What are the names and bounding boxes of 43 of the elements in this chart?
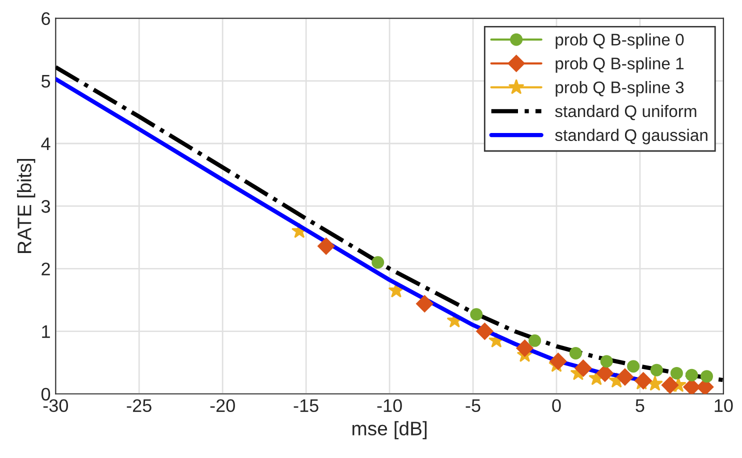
legend-label: standard Q gaussian — [555, 128, 708, 144]
legend-label: prob Q B-spline 3 — [556, 81, 684, 97]
legend-label: standard Q uniform — [555, 104, 696, 120]
x-tick-label: -20 — [210, 399, 235, 412]
point — [528, 334, 542, 347]
point — [516, 340, 534, 357]
point — [650, 364, 663, 376]
y-tick-label: 5 — [41, 75, 50, 88]
point — [574, 360, 592, 377]
point — [685, 368, 698, 382]
point — [318, 238, 335, 255]
y-tick-label: 6 — [42, 12, 50, 26]
x-tick-label: -15 — [294, 399, 318, 412]
point — [661, 376, 679, 394]
point — [416, 295, 434, 312]
y-tick-label: 1 — [42, 325, 50, 338]
y-tick-label: 3 — [41, 200, 50, 213]
x-tick-label: -5 — [466, 399, 480, 412]
y-tick-label: 0 — [41, 388, 50, 401]
point — [670, 366, 683, 380]
point — [372, 256, 384, 269]
point — [596, 364, 614, 382]
legend-label: prob Q B-spline 0 — [556, 33, 684, 49]
x-axis-title: mse [dB] — [352, 421, 427, 440]
y-axis-title: RATE [bits] — [17, 159, 36, 253]
x-tick-label: -30 — [43, 399, 68, 412]
point — [470, 308, 483, 321]
x-tick-label: -25 — [126, 399, 152, 412]
x-tick-label: 5 — [636, 399, 644, 412]
point — [569, 346, 582, 360]
x-tick-label: 10 — [714, 399, 733, 412]
y-tick-label: 2 — [42, 262, 50, 276]
legend-label: prob Q B-spline 1 — [556, 57, 684, 73]
point — [616, 368, 634, 386]
x-tick-label: -10 — [377, 399, 402, 412]
x-tick-label: 0 — [552, 399, 561, 412]
point — [476, 322, 494, 340]
y-tick-label: 4 — [41, 138, 50, 150]
point — [647, 376, 663, 391]
point — [627, 360, 640, 373]
point — [700, 370, 714, 383]
point — [600, 355, 613, 368]
point — [550, 352, 567, 370]
